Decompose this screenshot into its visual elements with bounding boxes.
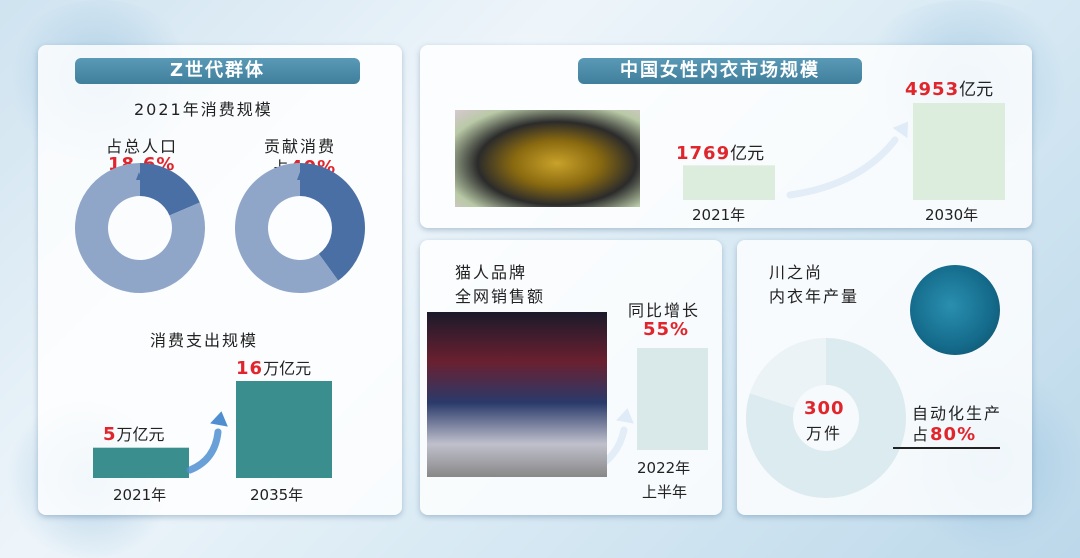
period-line1: 2022年 (637, 459, 691, 477)
value-unit: 万亿元 (116, 425, 165, 444)
market-2021-value: 1769亿元 (676, 139, 764, 164)
genz-title: Z世代群体 (75, 58, 360, 84)
value-number: 4953 (905, 79, 960, 100)
genz-subtitle: 2021年消费规模 (134, 100, 273, 119)
genz-2021-value: 5万亿元 (103, 421, 165, 445)
genz-2021-year: 2021年 (113, 486, 167, 504)
period-line2: 上半年 (642, 483, 688, 501)
czs-title-2: 内衣年产量 (769, 287, 860, 306)
growth-label: 同比增长 (628, 301, 701, 320)
auto-share: 占80% (912, 421, 976, 445)
growth-value: 55% (643, 319, 690, 340)
value-number: 16 (236, 358, 264, 379)
czs-title-1: 川之尚 (769, 263, 824, 282)
value-unit: 亿元 (730, 144, 765, 164)
thermal-wear-photo (910, 265, 1000, 355)
consumption-donut-slice-1 (234, 163, 339, 293)
spending-title: 消费支出规模 (150, 331, 259, 350)
value-number: 1769 (676, 143, 731, 164)
value-unit: 万亿元 (263, 359, 312, 378)
production-value: 300 (804, 398, 845, 419)
fashion-show-photo (427, 312, 607, 477)
production-unit: 万件 (806, 424, 843, 443)
lingerie-photo (455, 110, 640, 207)
auto-value: 80% (930, 424, 977, 445)
auto-label: 自动化生产 (912, 404, 1003, 423)
growth-arrow-icon-head (210, 411, 228, 427)
value-unit: 亿元 (959, 80, 994, 100)
spending-bar-0 (93, 447, 189, 478)
market-2021-year: 2021年 (692, 206, 746, 224)
market-2030-year: 2030年 (925, 206, 979, 224)
population-donut-slice-0 (140, 163, 200, 216)
genz-2035-value: 16万亿元 (236, 355, 311, 379)
pointer-mark (297, 172, 303, 180)
maoren-title-1: 猫人品牌 (455, 263, 528, 282)
population-donut-slice-1 (74, 163, 205, 293)
market-2030-value: 4953亿元 (905, 75, 993, 100)
growth-arrow-icon (186, 428, 222, 474)
maoren-title-2: 全网销售额 (455, 287, 546, 306)
spending-bar-1 (236, 381, 332, 478)
consumption-label: 贡献消费 (264, 137, 337, 156)
population-label: 占总人口 (106, 137, 179, 156)
market-title: 中国女性内衣市场规模 (578, 58, 862, 84)
value-number: 5 (103, 424, 117, 445)
genz-2035-year: 2035年 (250, 486, 304, 504)
auto-prefix: 占 (912, 425, 931, 444)
consumption-donut-slice-0 (300, 163, 365, 281)
divider-line (893, 447, 1000, 449)
pointer-mark (136, 172, 142, 180)
